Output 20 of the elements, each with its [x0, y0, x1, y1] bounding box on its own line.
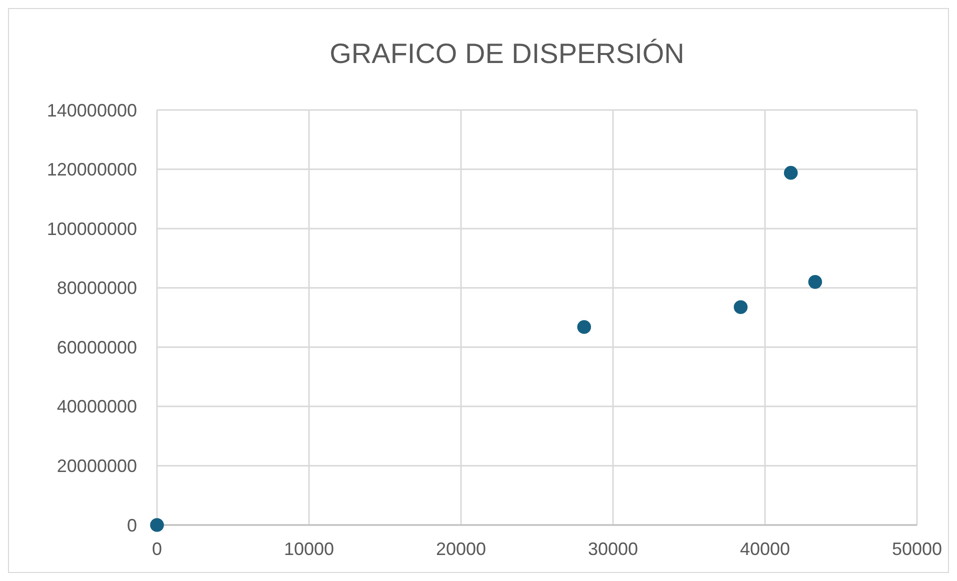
y-tick-label: 40000000: [56, 396, 137, 417]
x-tick-label: 30000: [588, 539, 638, 559]
y-tick-label: 80000000: [56, 278, 137, 298]
y-tick-label: 140000000: [46, 100, 137, 120]
x-tick-label: 0: [152, 539, 162, 559]
point: [808, 275, 822, 289]
x-tick-label: 40000: [740, 539, 790, 559]
y-tick-label: 120000000: [46, 160, 137, 180]
y-tick-label: 60000000: [56, 337, 137, 358]
point: [734, 300, 748, 314]
y-tick-label: 0: [126, 515, 137, 536]
x-tick-label: 20000: [436, 539, 486, 559]
chart-title: GRAFICO DE DISPERSIÓN: [330, 38, 684, 69]
point: [577, 320, 592, 334]
y-tick-label: 100000000: [46, 218, 137, 239]
y-tick-label: 20000000: [56, 456, 137, 476]
x-tick-label: 10000: [284, 539, 334, 559]
point: [150, 518, 164, 532]
point: [784, 166, 798, 180]
x-tick-label: 50000: [892, 539, 942, 559]
